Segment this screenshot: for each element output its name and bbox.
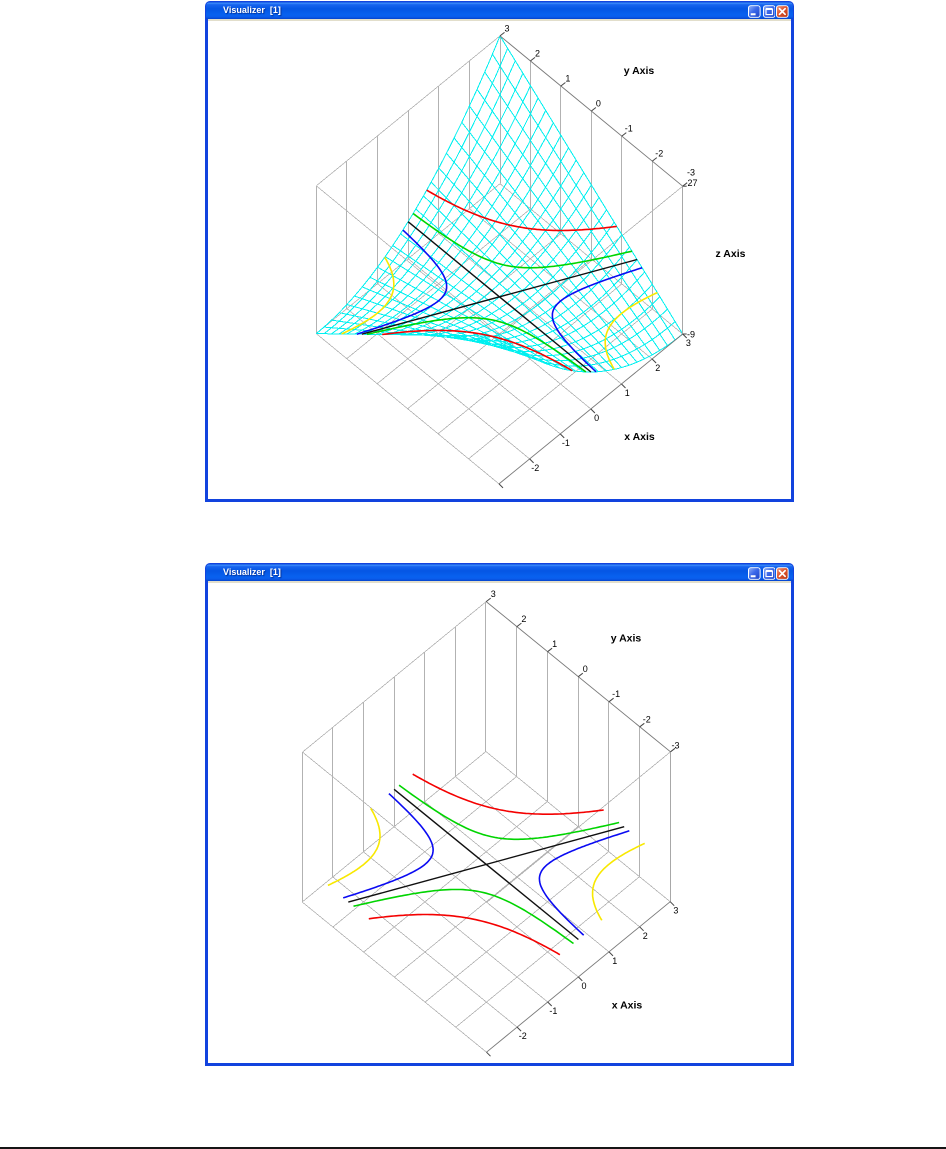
svg-text:2: 2: [655, 363, 660, 373]
svg-text:1: 1: [625, 388, 630, 398]
svg-text:0: 0: [596, 99, 601, 109]
svg-text:0: 0: [594, 413, 599, 423]
svg-text:3: 3: [491, 589, 496, 599]
svg-text:-1: -1: [625, 124, 633, 134]
svg-text:2: 2: [535, 48, 540, 58]
svg-text:-3: -3: [671, 741, 679, 751]
svg-text:y Axis: y Axis: [611, 633, 642, 645]
svg-text:z Axis: z Axis: [716, 248, 746, 260]
svg-text:0: 0: [581, 981, 586, 991]
svg-text:-2: -2: [655, 149, 663, 159]
svg-text:2: 2: [521, 614, 526, 624]
svg-text:3: 3: [504, 23, 509, 33]
svg-text:-3: -3: [687, 168, 695, 178]
svg-text:x Axis: x Axis: [612, 1000, 643, 1012]
svg-text:-1: -1: [549, 1006, 557, 1016]
svg-text:-2: -2: [531, 463, 539, 473]
svg-text:-2: -2: [643, 714, 651, 724]
svg-text:0: 0: [583, 664, 588, 674]
svg-text:3: 3: [673, 906, 678, 916]
svg-text:-2: -2: [519, 1031, 527, 1041]
svg-text:27: 27: [687, 178, 697, 188]
svg-text:y Axis: y Axis: [624, 65, 655, 77]
svg-text:x Axis: x Axis: [624, 431, 655, 443]
svg-text:1: 1: [552, 639, 557, 649]
svg-text:1: 1: [565, 74, 570, 84]
svg-text:-9: -9: [687, 330, 695, 340]
svg-text:1: 1: [612, 956, 617, 966]
svg-text:-1: -1: [562, 438, 570, 448]
svg-text:2: 2: [643, 931, 648, 941]
svg-text:3: 3: [686, 338, 691, 348]
svg-text:-1: -1: [612, 689, 620, 699]
